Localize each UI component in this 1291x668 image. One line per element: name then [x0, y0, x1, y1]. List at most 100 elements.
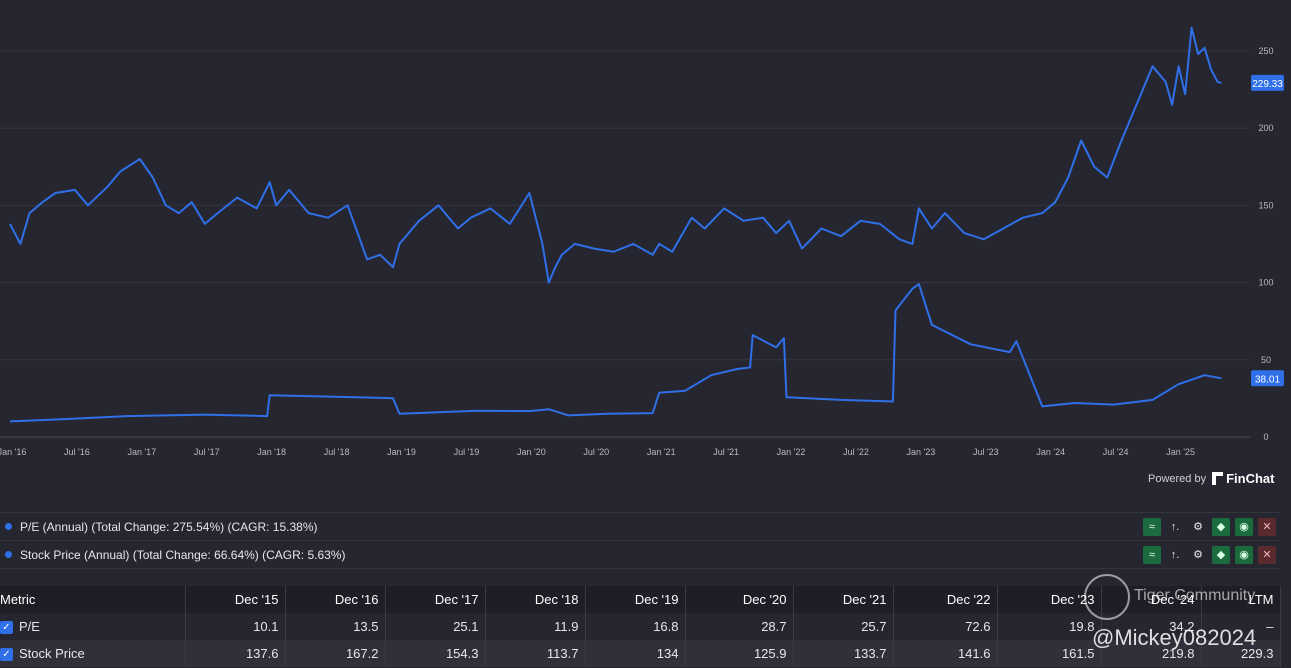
y-tick-label: 100: [1258, 278, 1273, 288]
x-tick-label: Jul '17: [194, 447, 220, 457]
table-cell: 134: [585, 640, 686, 667]
col-header[interactable]: Dec '21: [793, 586, 894, 613]
x-tick-label: Jan '21: [647, 447, 676, 457]
table-cell: 229.3: [1201, 640, 1281, 667]
metric-label: Stock Price: [19, 645, 85, 661]
x-tick-label: Jan '17: [127, 447, 156, 457]
x-tick-label: Jul '18: [324, 447, 350, 457]
legend-row-price[interactable]: Stock Price (Annual) (Total Change: 66.6…: [0, 540, 1280, 569]
table-header-row: Metric Dec '15 Dec '16 Dec '17 Dec '18 D…: [0, 586, 1281, 613]
col-header[interactable]: Dec '23: [997, 586, 1102, 613]
table-cell: 219.8: [1101, 640, 1202, 667]
powered-by[interactable]: Powered by FinChat: [1148, 471, 1274, 486]
checkbox-icon[interactable]: ✓: [0, 648, 13, 662]
badge-label: 229.33: [1252, 79, 1283, 90]
y-tick-label: 50: [1261, 355, 1271, 365]
last-value-badges: 229.33 38.01: [1251, 74, 1284, 387]
table-cell: 113.7: [485, 640, 586, 667]
y-tick-label: 200: [1258, 123, 1273, 133]
col-header[interactable]: Metric: [0, 586, 186, 613]
legend-dot-icon: [5, 523, 12, 530]
series-lines: [9, 26, 1222, 423]
trendline-icon[interactable]: ≈: [1143, 517, 1161, 536]
series-line-p-e: [9, 283, 1222, 423]
series-line-stock-price: [9, 26, 1222, 284]
badge-label: 38.01: [1255, 374, 1280, 385]
legend-label-pe: P/E (Annual) (Total Change: 275.54%) (CA…: [20, 519, 318, 534]
x-tick-label: Jul '19: [454, 447, 480, 457]
last-value-badge: 229.33: [1251, 74, 1284, 91]
col-header[interactable]: Dec '20: [685, 586, 794, 613]
table-cell: 167.2: [285, 640, 386, 667]
legend-tools-pe: ≈ ↑. ⚙ ◆ ◉ ✕: [1143, 517, 1276, 536]
badge-bg: [1251, 74, 1284, 91]
x-tick-label: Jul '16: [64, 447, 90, 457]
gear-icon[interactable]: ⚙: [1193, 549, 1203, 561]
y-tick-label: 0: [1263, 432, 1268, 442]
close-icon[interactable]: ✕: [1258, 517, 1276, 536]
gear-icon[interactable]: ⚙: [1193, 521, 1203, 533]
x-tick-label: Jan '19: [387, 447, 416, 457]
col-header[interactable]: Dec '22: [893, 586, 998, 613]
metric-cell: ✓ Stock Price: [0, 640, 186, 667]
trendline-icon[interactable]: ≈: [1143, 545, 1161, 564]
x-tick-label: Jan '23: [907, 447, 936, 457]
table-cell: 125.9: [685, 640, 794, 667]
eye-icon[interactable]: ◉: [1235, 517, 1253, 536]
tag-icon[interactable]: ◆: [1212, 517, 1230, 536]
x-tick-label: Jan '16: [0, 447, 26, 457]
table-cell: 19.8: [997, 613, 1102, 640]
checkbox-icon[interactable]: ✓: [0, 621, 13, 635]
eye-icon[interactable]: ◉: [1235, 545, 1253, 564]
finchat-brand-label: FinChat: [1226, 471, 1275, 486]
table-cell: 133.7: [793, 640, 894, 667]
table-cell: 13.5: [285, 613, 386, 640]
table-cell: 25.1: [385, 613, 486, 640]
legend-tools-price: ≈ ↑. ⚙ ◆ ◉ ✕: [1143, 545, 1276, 564]
col-header[interactable]: LTM: [1201, 586, 1281, 613]
x-tick-label: Jul '24: [1103, 447, 1129, 457]
axis-icon[interactable]: ↑.: [1170, 520, 1180, 533]
table-cell: 137.6: [185, 640, 286, 667]
table-cell: –: [1201, 613, 1281, 640]
tag-icon[interactable]: ◆: [1212, 545, 1230, 564]
table-cell: 161.5: [997, 640, 1102, 667]
table-cell: 10.1: [185, 613, 286, 640]
metrics-table: Metric Dec '15 Dec '16 Dec '17 Dec '18 D…: [0, 586, 1281, 667]
table-cell: 154.3: [385, 640, 486, 667]
col-header[interactable]: Dec '15: [185, 586, 286, 613]
legend-row-pe[interactable]: P/E (Annual) (Total Change: 275.54%) (CA…: [0, 512, 1280, 540]
metric-cell: ✓ P/E: [0, 613, 186, 640]
metric-label: P/E: [19, 618, 40, 634]
table-row: ✓ Stock Price 137.6 167.2 154.3 113.7 134…: [0, 640, 1281, 667]
table-cell: 72.6: [893, 613, 998, 640]
col-header[interactable]: Dec '17: [385, 586, 486, 613]
finchat-brand: FinChat: [1212, 471, 1274, 486]
col-header[interactable]: Dec '16: [285, 586, 386, 613]
axis-icon[interactable]: ↑.: [1170, 548, 1180, 561]
legend-label-price: Stock Price (Annual) (Total Change: 66.6…: [20, 547, 346, 562]
close-icon[interactable]: ✕: [1258, 545, 1276, 564]
x-tick-label: Jan '24: [1036, 447, 1065, 457]
grid-lines: [0, 50, 1250, 438]
legend-dot-icon: [5, 551, 12, 558]
y-tick-label: 150: [1258, 200, 1273, 210]
x-tick-label: Jul '20: [583, 447, 609, 457]
y-tick-label: 250: [1258, 46, 1273, 56]
x-tick-label: Jan '18: [257, 447, 286, 457]
x-axis-ticks: Jan '16 Jul '16 Jan '17 Jul '17 Jan '18 Jul '…: [0, 447, 1195, 457]
table-cell: 16.8: [585, 613, 686, 640]
col-header[interactable]: Dec '19: [585, 586, 686, 613]
last-value-badge: 38.01: [1251, 370, 1284, 387]
powered-by-label: Powered by: [1148, 472, 1207, 485]
x-tick-label: Jan '25: [1166, 447, 1195, 457]
table-cell: 11.9: [485, 613, 586, 640]
col-header[interactable]: Dec '24: [1101, 586, 1202, 613]
y-axis-ticks: 0 50 100 150 200 250: [1258, 46, 1273, 442]
col-header[interactable]: Dec '18: [485, 586, 586, 613]
x-tick-label: Jul '21: [713, 447, 739, 457]
table-cell: 28.7: [685, 613, 794, 640]
table-cell: 34.2: [1101, 613, 1202, 640]
x-tick-label: Jan '22: [777, 447, 806, 457]
table-row: ✓ P/E 10.1 13.5 25.1 11.9 16.8 28.7 25.7 …: [0, 613, 1281, 640]
